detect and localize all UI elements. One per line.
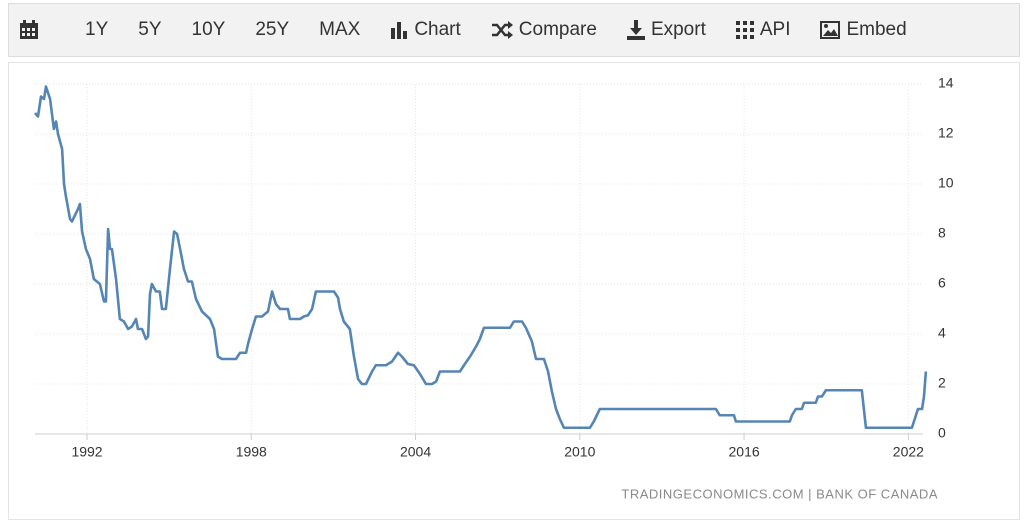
icon <box>491 21 513 39</box>
range-1y[interactable]: 1Y <box>85 19 108 41</box>
source: TRADINGECONOMICS.COM | BANK OF CANADA <box>621 486 938 501</box>
y-tick-label: 0 <box>938 425 946 441</box>
line-series <box>34 85 928 430</box>
label: Compare <box>518 19 597 40</box>
label: 1Y <box>85 19 109 40</box>
y-tick-label: 14 <box>938 75 954 91</box>
label: Export <box>650 19 706 40</box>
x-tick-label: 2016 <box>729 444 760 460</box>
y-tick-label: 10 <box>938 175 954 191</box>
x-tick-label: 2010 <box>564 444 595 460</box>
x-tick-label: 2022 <box>893 444 924 460</box>
chart-button[interactable]: Chart <box>390 19 461 41</box>
toolbar: 1Y 5Y 10Y 25Y MAX Chart Compare Export A… <box>8 3 1020 57</box>
y-tick-label: 6 <box>938 275 946 291</box>
y-tick-label: 12 <box>938 125 954 141</box>
compare-button[interactable]: Compare <box>491 19 597 41</box>
label: MAX <box>319 19 361 40</box>
range-max[interactable]: MAX <box>319 19 360 41</box>
label: 10Y <box>191 19 226 40</box>
x-tick-label: 1998 <box>236 444 267 460</box>
label: 25Y <box>255 19 290 40</box>
icon <box>735 21 754 39</box>
calendar-icon <box>20 20 38 39</box>
chart-panel <box>8 62 1020 520</box>
range-5y[interactable]: 5Y <box>138 19 161 41</box>
range-10y[interactable]: 10Y <box>192 19 226 41</box>
icon <box>820 21 841 39</box>
icon <box>626 20 645 40</box>
icon <box>391 22 408 39</box>
x-tick-label: 1992 <box>71 444 102 460</box>
y-tick-label: 2 <box>938 375 946 391</box>
range-25y[interactable]: 25Y <box>255 19 289 41</box>
y-tick-label: 8 <box>938 225 946 241</box>
calendar-button[interactable] <box>19 20 45 40</box>
label: API <box>759 19 791 40</box>
export-button[interactable]: Export <box>626 19 706 41</box>
y-tick-label: 4 <box>938 325 946 341</box>
api-button[interactable]: API <box>735 19 791 41</box>
label: Embed <box>846 19 907 40</box>
label: Chart <box>414 19 461 40</box>
embed-button[interactable]: Embed <box>820 19 907 41</box>
label: 5Y <box>138 19 162 40</box>
x-tick-label: 2004 <box>400 444 431 460</box>
